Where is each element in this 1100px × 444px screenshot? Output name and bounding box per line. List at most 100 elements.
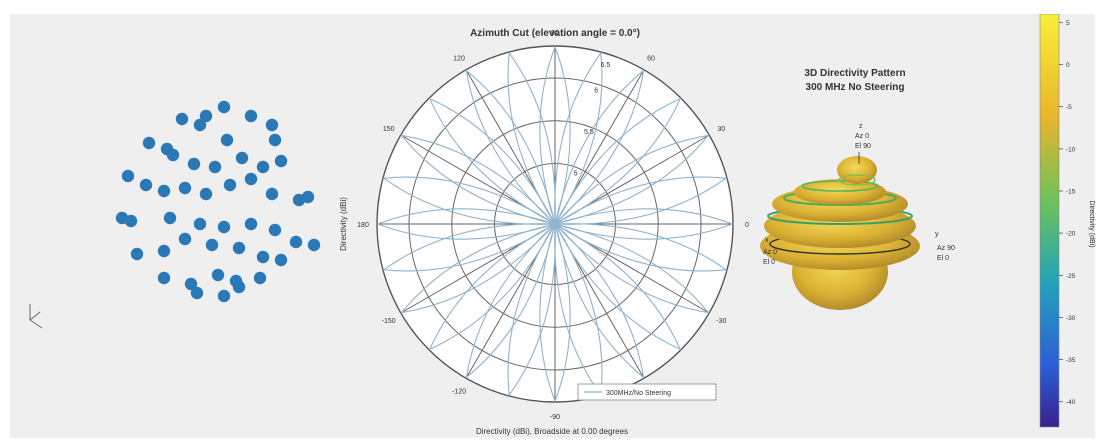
polar-angle-tick-label: -120 — [452, 388, 466, 395]
svg-text:El 0: El 0 — [937, 255, 949, 262]
polar-angle-tick-label: -90 — [550, 414, 560, 421]
svg-text:El 90: El 90 — [855, 143, 871, 150]
polar-angle-tick-label: -30 — [716, 318, 726, 325]
array-element-point — [244, 109, 258, 123]
polar-pattern-lobe — [554, 134, 710, 225]
azimuth-polar-chart: Azimuth Cut (elevation angle = 0.0°) Dir… — [339, 28, 749, 436]
colorbar-tick-label: 0 — [1066, 62, 1070, 69]
array-element-point — [265, 187, 279, 201]
polar-pattern-lobe — [376, 208, 556, 240]
colorbar-tick-label: -30 — [1066, 315, 1076, 322]
array-element-point — [139, 178, 153, 192]
polar-pattern-lobe — [400, 223, 556, 314]
array-element-point — [211, 268, 225, 282]
array-element-point — [223, 178, 237, 192]
polar-r-axis-label: Directivity (dBi) — [339, 197, 348, 251]
polar-pattern-lobe — [554, 208, 734, 240]
array-element-point — [235, 151, 249, 165]
polar-pattern-lobe — [539, 45, 571, 225]
polar-pattern-lobe — [554, 223, 645, 379]
polar-pattern-lobe — [428, 223, 556, 351]
polar-r-tick-label: 6.5 — [601, 62, 611, 69]
array-element-point — [256, 250, 270, 264]
colorbar-tick-label: -35 — [1066, 357, 1076, 364]
polar-angle-tick-label: 30 — [717, 126, 725, 133]
polar-pattern-lobe — [554, 51, 603, 225]
polar-angle-tick-label: 150 — [383, 126, 395, 133]
array-element-point — [178, 181, 192, 195]
axis-label-y: y Az 90 El 0 — [935, 231, 955, 262]
array-element-point — [256, 160, 270, 174]
array-element-point — [184, 277, 198, 291]
svg-text:Az 90: Az 90 — [937, 245, 955, 252]
array-element-point — [163, 211, 177, 225]
polar-x-axis-label: Directivity (dBi), Broadside at 0.00 deg… — [476, 427, 628, 436]
polar-pattern-lobe — [554, 69, 645, 225]
directivity-3d-chart: 3D Directivity Pattern 300 MHz No Steeri… — [760, 14, 1095, 428]
svg-text:Az 0: Az 0 — [855, 133, 869, 140]
colorbar-tick-label: -15 — [1066, 189, 1076, 196]
svg-text:Az 0: Az 0 — [763, 249, 777, 256]
array-element-point — [187, 157, 201, 171]
polar-legend: 300MHz/No Steering — [577, 383, 717, 401]
array-element-point — [142, 136, 156, 150]
array-geometry-chart — [29, 100, 321, 329]
svg-text:El 0: El 0 — [763, 259, 775, 266]
array-element-point — [307, 238, 321, 252]
array-element-point — [217, 289, 231, 303]
colorbar-tick-label: -40 — [1066, 399, 1076, 406]
array-element-point — [124, 214, 138, 228]
polar-r-tick-label: 6 — [594, 87, 598, 94]
colorbar-tick-label: 5 — [1066, 20, 1070, 27]
polar-pattern-lobe — [382, 223, 556, 272]
pattern-title: 3D Directivity Pattern — [804, 68, 905, 79]
polar-angle-tick-label: 120 — [453, 56, 465, 63]
polar-pattern-lobe — [507, 51, 556, 225]
array-element-point — [268, 133, 282, 147]
polar-pattern-lobe — [554, 223, 710, 314]
array-element-point — [244, 172, 258, 186]
polar-angle-tick-label: 90 — [551, 30, 559, 37]
array-element-point — [232, 241, 246, 255]
colorbar-tick-label: -5 — [1066, 104, 1072, 111]
array-element-point — [190, 286, 204, 300]
polar-pattern-lobe — [539, 223, 571, 403]
array-element-point — [274, 253, 288, 267]
array-element-point — [193, 118, 207, 132]
colorbar-label: Directivity (dBi) — [1088, 200, 1095, 247]
array-element-point — [208, 160, 222, 174]
svg-text:z: z — [859, 123, 863, 130]
array-element-point — [178, 232, 192, 246]
array-element-point — [268, 223, 282, 237]
array-element-point — [166, 148, 180, 162]
array-element-point — [217, 220, 231, 234]
array-element-point — [157, 184, 171, 198]
polar-angle-tick-label: 0 — [745, 222, 749, 229]
array-element-point — [199, 109, 213, 123]
colorbar — [1039, 14, 1060, 428]
axes-triad-icon — [29, 304, 43, 329]
polar-pattern-lobe — [554, 176, 728, 225]
svg-text:x: x — [765, 237, 769, 244]
polar-r-tick-label: 5 — [574, 170, 578, 177]
array-element-point — [217, 100, 231, 114]
colorbar-tick-label: -25 — [1066, 273, 1076, 280]
polar-pattern-lobe — [554, 223, 682, 351]
array-element-point — [274, 154, 288, 168]
axis-label-x: x Az 0 El 0 — [763, 237, 777, 266]
array-element-point — [157, 244, 171, 258]
polar-title: Azimuth Cut (elevation angle = 0.0°) — [470, 28, 640, 39]
polar-pattern-lobe — [400, 134, 556, 225]
array-element-point — [199, 187, 213, 201]
axis-label-z: z Az 0 El 90 — [855, 123, 871, 164]
svg-text:y: y — [935, 231, 939, 238]
left-panel-background — [10, 14, 360, 438]
array-element-point — [253, 271, 267, 285]
pattern-subtitle: 300 MHz No Steering — [806, 82, 905, 93]
polar-pattern-lobe — [382, 176, 556, 225]
polar-pattern-lobe — [465, 223, 556, 379]
array-element-point — [157, 271, 171, 285]
polar-angle-tick-label: -150 — [382, 318, 396, 325]
array-element-point — [220, 133, 234, 147]
array-element-point — [175, 112, 189, 126]
